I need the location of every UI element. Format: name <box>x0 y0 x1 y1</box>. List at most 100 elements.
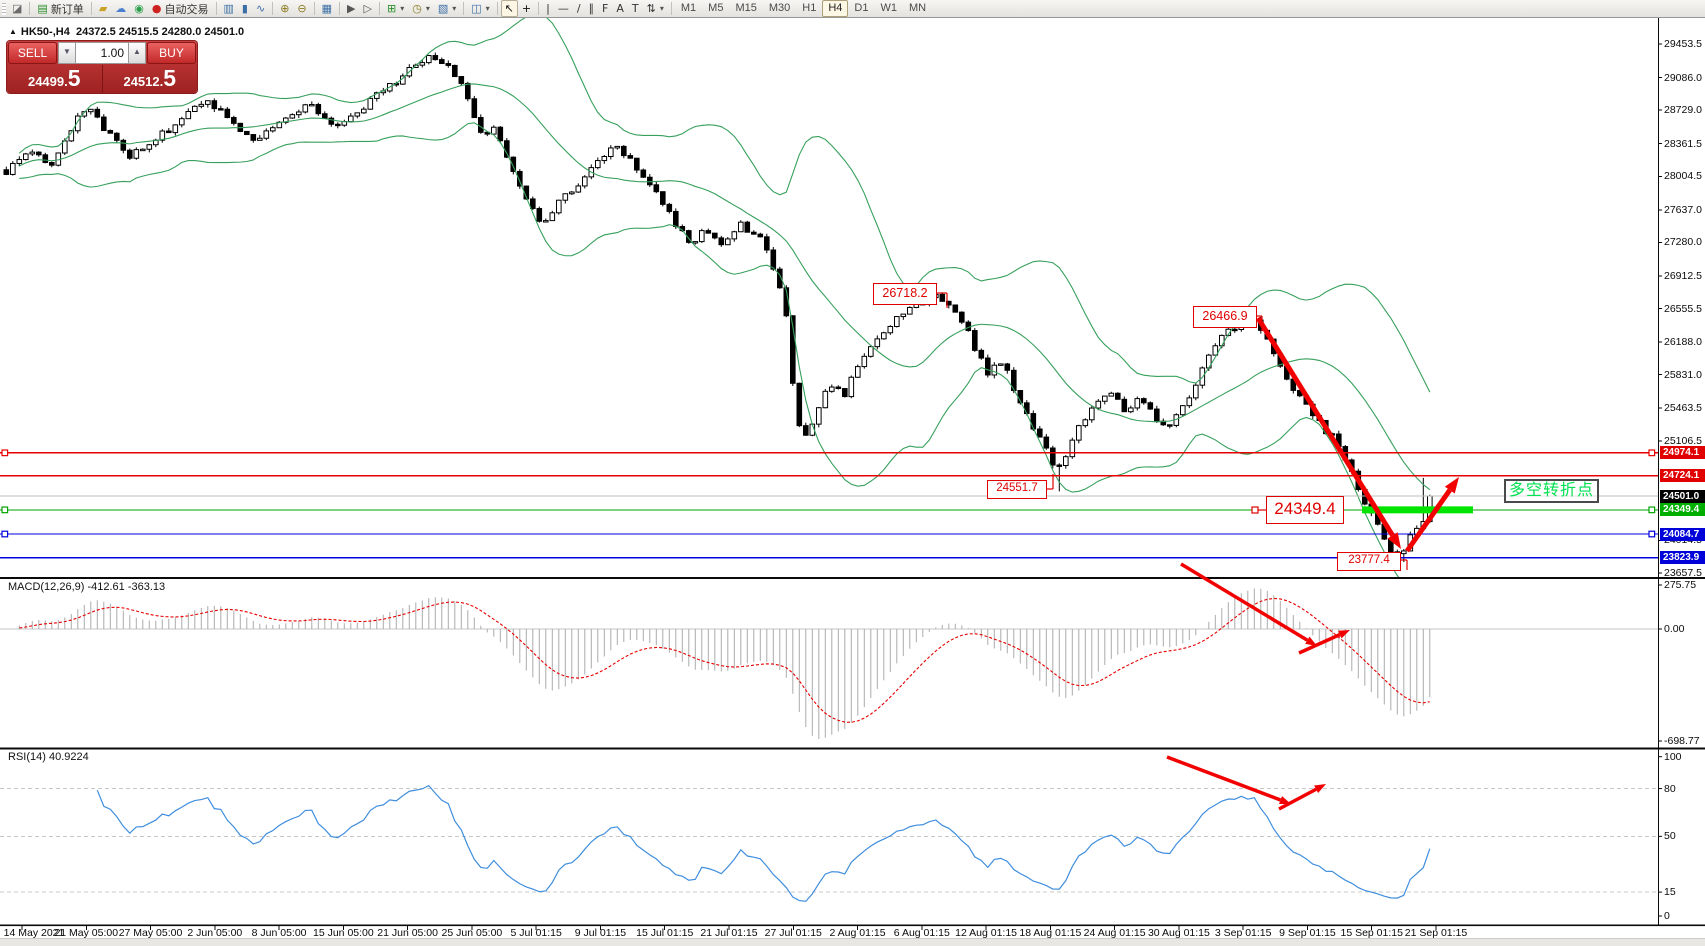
horizontal-line-icon: — <box>557 2 569 15</box>
price-tag: 24724.1 <box>1660 469 1705 483</box>
signals-icon[interactable]: ◉ <box>130 0 148 17</box>
price-axis-tick: 29453.5 <box>1664 38 1702 50</box>
time-axis-label: 6 Aug 01:15 <box>893 927 950 939</box>
timeframe-d1-button[interactable]: D1 <box>854 2 869 14</box>
crosshair-icon: + <box>521 2 532 15</box>
sell-button[interactable]: SELL <box>8 42 57 64</box>
rsi-axis-tick: 15 <box>1664 886 1676 899</box>
price-annotation-label[interactable]: 23777.4 <box>1337 552 1401 571</box>
zoom-out-icon[interactable]: ⊖ <box>293 0 310 17</box>
note-label[interactable]: 多空转折点 <box>1504 479 1600 503</box>
price-annotation-label[interactable]: 26466.9 <box>1193 306 1257 328</box>
timeframe-m30-button[interactable]: M30 <box>768 2 791 14</box>
price-axis-tick: 27637.0 <box>1664 203 1702 216</box>
zoom-in-icon[interactable]: ⊕ <box>276 0 293 17</box>
arrows-icon[interactable]: ⇅ ▾ <box>643 0 668 17</box>
time-axis-label: 9 Sep 01:15 <box>1279 927 1336 939</box>
indicators-icon[interactable]: ⊞ ▾ <box>383 0 408 17</box>
volume-increase-button[interactable]: ▲ <box>128 42 146 64</box>
text-icon[interactable]: A <box>612 0 628 17</box>
time-axis-label: 15 Jul 01:15 <box>636 927 694 939</box>
fibonacci-icon[interactable]: F <box>598 0 612 17</box>
collapse-quote-panel-icon[interactable]: ▲ <box>9 27 17 36</box>
timeframe-m1-button[interactable]: M1 <box>680 2 697 14</box>
tile-windows-icon: ▦ <box>321 2 333 15</box>
price-tag: 24084.7 <box>1660 527 1705 541</box>
equidistant-channel-icon: ∥ <box>588 2 595 15</box>
new-chart-icon[interactable]: ◪ <box>8 0 26 17</box>
candlestick-chart-icon: ▮ <box>241 2 248 15</box>
dropdown-arrow-icon: ▾ <box>400 4 405 13</box>
profiles-icon[interactable]: ◫ ▾ <box>467 0 493 17</box>
trendline-icon[interactable]: / <box>573 0 585 17</box>
vertical-line-icon: | <box>546 2 550 15</box>
dropdown-arrow-icon: ▾ <box>452 4 457 13</box>
crosshair-icon[interactable]: + <box>518 0 535 17</box>
autotrading-button: ● <box>151 2 162 15</box>
text-label-icon[interactable]: T <box>628 0 643 17</box>
price-axis-tick: 27280.0 <box>1664 236 1702 249</box>
sell-price[interactable]: 24499.5 <box>7 65 103 93</box>
gold-icon[interactable]: ▰ <box>95 0 111 17</box>
text-icon: A <box>616 2 624 15</box>
timeframe-w1-button[interactable]: W1 <box>880 2 897 14</box>
time-axis-label: 2 Jun 05:00 <box>187 927 243 939</box>
timeframe-mn-button[interactable]: MN <box>908 2 927 14</box>
fibonacci-icon: F <box>602 2 609 15</box>
macd-axis-tick: 0.00 <box>1664 623 1685 635</box>
gold-icon: ▰ <box>98 2 108 15</box>
buy-price[interactable]: 24512.5 <box>123 65 177 91</box>
price-axis-tick: 26912.5 <box>1664 269 1702 282</box>
price-axis-tick: 28004.5 <box>1664 170 1702 183</box>
time-axis-label: 3 Sep 01:15 <box>1214 927 1272 939</box>
templates-icon[interactable]: ▧ ▾ <box>434 0 460 17</box>
horizontal-line-icon[interactable]: — <box>554 0 573 17</box>
tile-windows-icon[interactable]: ▦ <box>318 0 336 17</box>
timeframe-h1-button[interactable]: H1 <box>802 2 817 14</box>
ohlc-values: 24372.5 24515.5 24280.0 24501.0 <box>75 26 245 38</box>
price-axis-tick: 25831.0 <box>1664 368 1702 381</box>
price-annotation-label[interactable]: 26718.2 <box>873 283 937 305</box>
new-order-button[interactable]: ▤ 新订单 <box>33 0 87 17</box>
price-axis-tick: 25106.5 <box>1664 434 1702 447</box>
price-annotation-label[interactable]: 24349.4 <box>1266 496 1344 524</box>
candlestick-chart-icon[interactable]: ▮ <box>238 0 252 17</box>
dropdown-arrow-icon: ▾ <box>425 4 430 13</box>
trendline-icon: / <box>576 2 581 15</box>
new-order-button-label: 新订单 <box>50 3 84 16</box>
volume-input[interactable]: 1.00 <box>76 42 128 64</box>
symbol-period-label: HK50-,H4 <box>20 26 70 38</box>
equidistant-channel-icon[interactable]: ∥ <box>585 0 599 17</box>
time-axis-label: 14 May 2021 <box>3 927 65 939</box>
price-axis-tick: 25463.5 <box>1664 402 1702 415</box>
time-axis-label: 21 May 05:00 <box>54 927 119 939</box>
autotrading-button[interactable]: ● 自动交易 <box>148 0 213 17</box>
price-annotation-label[interactable]: 24551.7 <box>987 480 1047 499</box>
vertical-line-icon[interactable]: | <box>542 0 554 17</box>
periods-icon: ◷ <box>412 2 422 15</box>
buy-button[interactable]: BUY <box>147 42 196 64</box>
indicators-icon: ⊞ <box>386 2 397 15</box>
cursor-icon[interactable]: ↖ <box>500 0 518 17</box>
bar-chart-icon[interactable]: ▥ <box>220 0 238 17</box>
price-axis-tick: 29086.0 <box>1664 71 1702 84</box>
time-axis-label: 25 Jun 05:00 <box>441 927 503 939</box>
periods-icon[interactable]: ◷ ▾ <box>408 0 434 17</box>
market-watch-cloud-icon[interactable]: ☁ <box>111 0 130 17</box>
chart-shift-icon[interactable]: ▷ <box>360 0 376 17</box>
timeframe-m15-button[interactable]: M15 <box>735 2 757 14</box>
time-axis-label: 8 Jun 05:00 <box>251 927 307 939</box>
arrows-icon: ⇅ <box>646 2 656 15</box>
line-chart-icon[interactable]: ∿ <box>252 0 269 17</box>
timeframe-m5-button[interactable]: M5 <box>708 2 724 14</box>
time-axis-label: 27 May 05:00 <box>118 927 183 939</box>
time-axis-label: 9 Jul 01:15 <box>574 927 627 939</box>
auto-scroll-icon: ▶ <box>347 2 356 15</box>
macd-axis-tick: 275.75 <box>1664 579 1697 591</box>
new-chart-icon: ◪ <box>12 2 23 15</box>
volume-decrease-button[interactable]: ▼ <box>58 42 76 64</box>
auto-scroll-icon[interactable]: ▶ <box>343 0 359 17</box>
price-tag: 24974.1 <box>1660 446 1705 460</box>
timeframe-h4-button[interactable]: H4 <box>822 0 849 17</box>
